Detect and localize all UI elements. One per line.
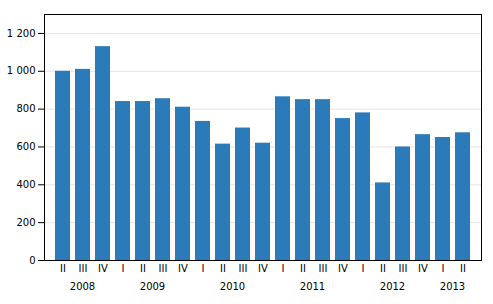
svg-text:II: II (140, 263, 146, 274)
svg-text:I: I (362, 263, 365, 274)
svg-text:400: 400 (16, 179, 35, 190)
svg-text:0: 0 (29, 255, 35, 266)
svg-text:IV: IV (98, 263, 108, 274)
svg-text:IV: IV (338, 263, 348, 274)
svg-text:2009: 2009 (140, 281, 165, 292)
svg-text:2012: 2012 (380, 281, 405, 292)
svg-text:800: 800 (16, 103, 35, 114)
svg-text:200: 200 (16, 217, 35, 228)
svg-text:I: I (202, 263, 205, 274)
svg-text:2010: 2010 (220, 281, 245, 292)
svg-text:2011: 2011 (300, 281, 325, 292)
svg-text:600: 600 (16, 141, 35, 152)
svg-text:II: II (300, 263, 306, 274)
svg-text:III: III (239, 263, 248, 274)
svg-text:III: III (159, 263, 168, 274)
svg-text:IV: IV (258, 263, 268, 274)
svg-text:III: III (399, 263, 408, 274)
svg-text:II: II (380, 263, 386, 274)
svg-text:1 000: 1 000 (7, 65, 36, 76)
svg-text:IV: IV (178, 263, 188, 274)
svg-text:IV: IV (418, 263, 428, 274)
svg-text:III: III (79, 263, 88, 274)
svg-text:2013: 2013 (440, 281, 465, 292)
svg-text:II: II (60, 263, 66, 274)
svg-text:I: I (122, 263, 125, 274)
svg-text:1 200: 1 200 (7, 28, 36, 39)
svg-text:III: III (319, 263, 328, 274)
svg-text:II: II (220, 263, 226, 274)
svg-text:II: II (460, 263, 466, 274)
svg-text:2008: 2008 (70, 281, 95, 292)
svg-text:I: I (442, 263, 445, 274)
svg-text:I: I (282, 263, 285, 274)
